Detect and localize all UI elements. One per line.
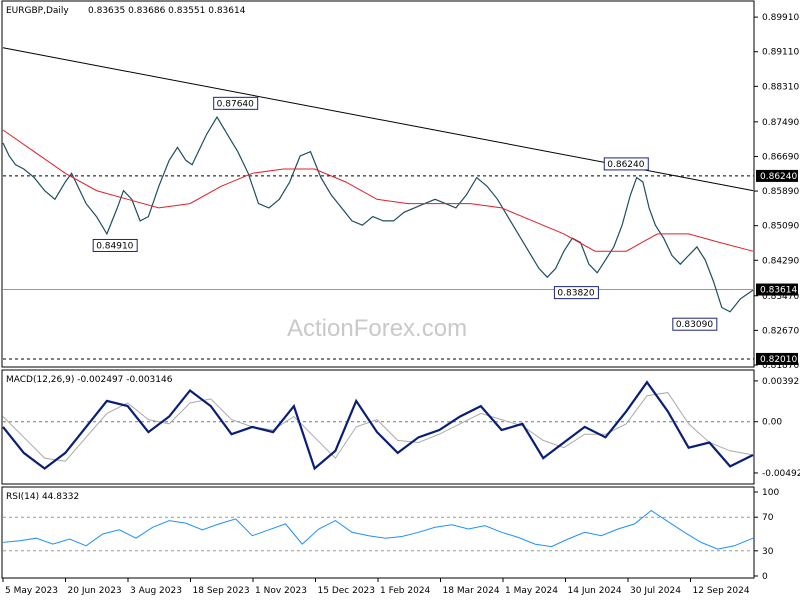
price-axis-ticks: 0.89910 0.89110 0.88310 0.87490 0.86690 0.858… [754,13,799,371]
x-tick-label: 1 Nov 2023 [255,586,307,596]
price-level-box [756,283,798,296]
rsi-tick-label: 30 [762,547,774,557]
annotation-label: 0.86240 [607,160,644,170]
x-tick-label: 1 Feb 2024 [380,586,431,596]
x-tick-label: 15 Dec 2023 [318,586,376,596]
price-tick-label: 0.86690 [762,152,799,162]
rsi-panel-frame [1,486,755,579]
macd-label: MACD(12,26,9) -0.002497 -0.003146 [6,375,173,385]
x-tick-label: 20 Jun 2023 [68,586,122,596]
macd-main-line [2,380,754,471]
annotation-box [603,157,649,171]
rsi-label: RSI(14) 44.8332 [6,492,79,502]
price-level-label: 0.83614 [760,286,797,296]
price-tick-label: 0.89910 [762,13,799,23]
price-annotation: 0.83090 [672,317,718,331]
price-level-box [756,352,798,365]
x-tick-label: 3 Aug 2023 [130,586,182,596]
annotation-box [672,317,718,331]
price-tick-label: 0.81870 [762,361,799,371]
annotation-box [553,286,599,300]
price-tick-label: 0.85090 [762,222,799,232]
macd-axis-ticks: 0.003928 0.00 -0.004929 [754,377,800,479]
x-tick-label: 14 Jun 2024 [568,586,622,596]
price-tick-label: 0.87490 [762,118,799,128]
price-annotation: 0.83820 [553,286,599,300]
x-tick-label: 12 Sep 2024 [693,586,750,596]
price-series-line [2,115,754,313]
x-axis-ticks: 5 May 2023 20 Jun 2023 3 Aug 2023 18 Sep 20… [2,578,750,596]
instrument-label: EURGBP,Daily [6,6,69,16]
rsi-tick-label: 100 [762,488,779,498]
annotation-label: 0.87640 [217,99,254,109]
macd-tick-label: 0.00 [762,418,782,428]
price-annotation: 0.84910 [92,238,138,252]
x-tick-label: 18 Sep 2023 [193,586,250,596]
rsi-axis-ticks: 100 70 30 0 [3,488,779,582]
price-level-label: 0.86240 [760,172,797,182]
price-tick-label: 0.88310 [762,82,799,92]
macd-tick-label: -0.004929 [762,469,800,479]
x-tick-label: 1 May 2024 [505,586,558,596]
rsi-tick-label: 70 [762,513,774,523]
moving-average-line [2,129,754,252]
x-tick-label: 18 Mar 2024 [443,586,500,596]
price-tick-label: 0.83470 [762,292,799,302]
price-panel-frame [1,0,755,368]
price-annotation: 0.86240 [603,157,649,171]
annotation-label: 0.83090 [676,320,713,330]
watermark: ActionForex.com [287,315,467,342]
price-tick-label: 0.84290 [762,256,799,266]
price-annotations: 0.87640 0.84910 0.83820 0.86240 0.83090 [92,96,718,331]
annotation-box [92,238,138,252]
price-tick-label: 0.85890 [762,187,799,197]
x-tick-label: 30 Jul 2024 [630,586,681,596]
price-levels: 0.86240 0.83614 0.82010 [3,169,798,365]
macd-panel-frame [1,369,755,485]
price-tick-label: 0.82670 [762,326,799,336]
annotation-box [213,96,259,110]
price-tick-label: 0.89110 [762,48,799,58]
price-level-label: 0.82010 [760,355,797,365]
price-annotation: 0.87640 [213,96,259,110]
ohlc-label: 0.83635 0.83686 0.83551 0.83614 [88,6,246,16]
rsi-line [2,509,754,550]
x-tick-label: 5 May 2023 [5,586,58,596]
macd-signal-line [2,392,754,462]
macd-tick-label: 0.003928 [762,377,800,387]
annotation-label: 0.83820 [557,289,594,299]
annotation-label: 0.84910 [96,241,133,251]
price-level-box [756,169,798,182]
rsi-tick-label: 0 [762,572,768,582]
